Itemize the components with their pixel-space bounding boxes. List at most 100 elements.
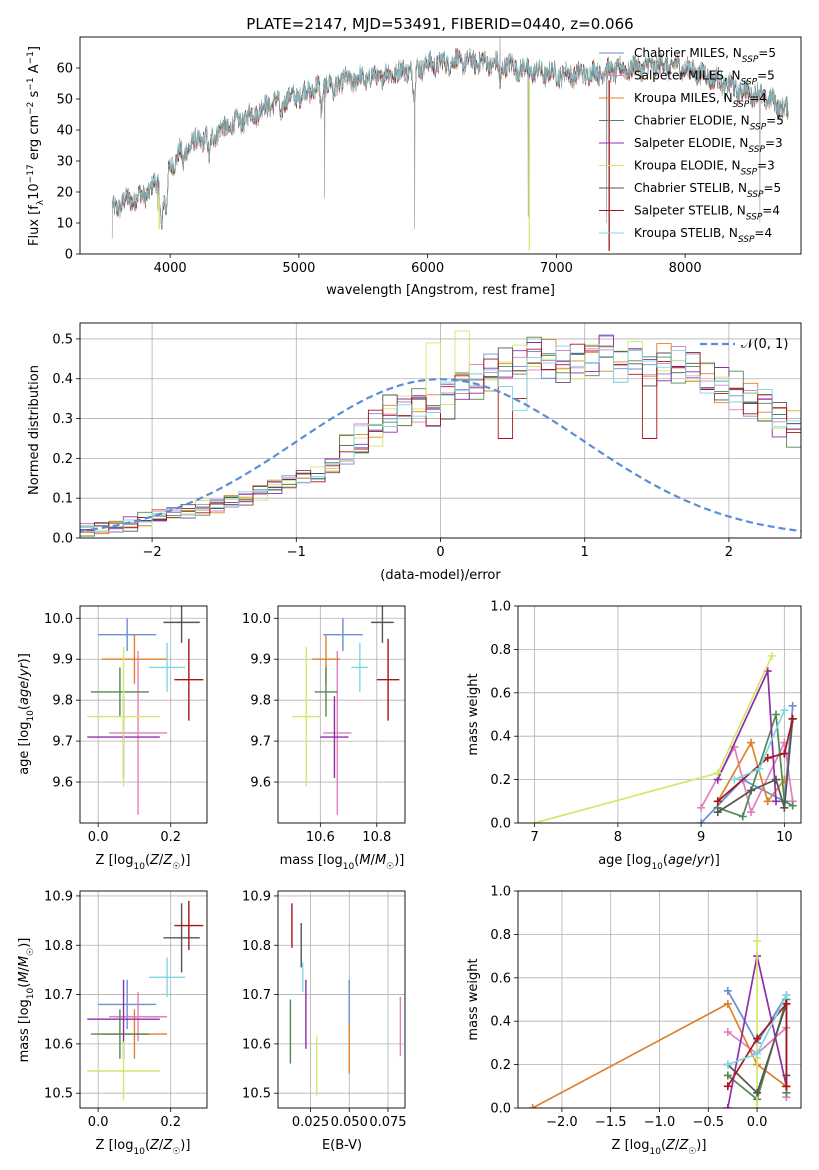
spectrum-ytick-label: 0 (65, 248, 73, 263)
legend-label: Kroupa MILES, NSSP=4 (634, 91, 767, 110)
weight-vs-age-series-marker (772, 710, 781, 719)
weight-vs-age-series-marker (772, 797, 781, 806)
spectrum-xtick-label: 4000 (154, 261, 187, 276)
weight-vs-age-ytick-label: 0.6 (490, 686, 511, 701)
spectrum-xtick-label: 8000 (669, 261, 702, 276)
age-vs-Z-frame (79, 605, 208, 824)
normal-reference-curve (80, 378, 801, 533)
weight-vs-Z-xtick-label: −1.0 (644, 1115, 676, 1130)
weight-vs-age-series-marker (767, 651, 776, 660)
age-vs-Z-ytick-label: 9.9 (52, 653, 73, 668)
weight-vs-age-series-marker (780, 749, 789, 758)
spectrum-model-line (111, 48, 789, 229)
weight-vs-Z-xtick-label: −2.0 (546, 1115, 578, 1130)
weight-vs-age-ytick-label: 0.2 (490, 773, 511, 788)
weight-vs-age-series-line (717, 718, 794, 802)
age-vs-mass-frame (277, 605, 406, 824)
age-vs-mass-ytick-label: 9.8 (250, 694, 271, 709)
legend-label: Salpeter STELIB, NSSP=4 (634, 204, 780, 223)
age-vs-Z-ylabel: age [log10(age/yr)] (17, 653, 36, 775)
weight-vs-Z-series-marker (723, 1104, 732, 1108)
weight-vs-age-series-marker (780, 706, 789, 715)
weight-vs-age-series-marker (738, 812, 747, 821)
age-vs-Z-xlabel: Z [log10(Z/Z☉)] (96, 853, 191, 872)
weight-vs-age-series-marker (730, 775, 739, 784)
weight-vs-age-series-marker (763, 797, 772, 806)
residuals-plot-area (80, 330, 801, 537)
legend-label: Chabrier STELIB, NSSP=5 (634, 181, 781, 200)
age-vs-Z-ytick-label: 9.8 (52, 694, 73, 709)
weight-vs-Z-series-marker (723, 1028, 732, 1037)
mass-vs-ebv-axes: 0.025 0.050 0.075 10.5 10.6 10.7 10.8 10.9 (242, 889, 407, 1130)
residual-legend-label: 𝒩(0, 1) (741, 337, 788, 352)
weight-vs-Z-frame (517, 890, 802, 1109)
residuals-xtick-label: 0 (436, 545, 444, 560)
weight-vs-age-ylabel: mass weight (466, 673, 481, 755)
age-vs-Z-ytick-label: 10.0 (44, 612, 73, 627)
age-vs-Z-xtick-label: 0.2 (160, 830, 181, 845)
mass-vs-ebv-frame (277, 890, 406, 1109)
weight-vs-age-series-marker (747, 738, 756, 747)
weight-vs-age-series-marker (713, 808, 722, 817)
weight-vs-Z-series-marker (753, 1088, 762, 1097)
spectrum-ytick-label: 10 (56, 217, 73, 232)
figure-title: PLATE=2147, MJD=53491, FIBERID=0440, z=0… (246, 15, 633, 33)
spectrum-ytick-label: 40 (56, 124, 73, 139)
mass-vs-ebv-xlabel: E(B-V) (322, 1138, 362, 1153)
age-vs-Z-axes: 0.0 0.2 9.6 9.7 9.8 9.9 10.0 (44, 605, 208, 845)
mass-vs-Z-xtick-label: 0.0 (88, 1115, 109, 1130)
legend-label: Chabrier ELODIE, NSSP=5 (634, 114, 784, 133)
weight-vs-age-ytick-label: 1.0 (490, 600, 511, 615)
legend-label: Kroupa STELIB, NSSP=4 (634, 226, 772, 245)
weight-vs-age-xlabel: age [log10(age/yr)] (598, 853, 720, 872)
weight-vs-age-series-marker (747, 808, 756, 817)
mass-vs-ebv-ytick-label: 10.8 (242, 939, 271, 954)
weight-vs-Z-xtick-label: −0.5 (693, 1115, 725, 1130)
age-vs-mass-ytick-label: 10.0 (242, 612, 271, 627)
age-vs-mass-plot-area (292, 606, 400, 815)
age-vs-mass-ytick-label: 9.9 (250, 653, 271, 668)
weight-vs-Z-series-marker (753, 1104, 762, 1108)
weight-vs-age-series-marker (780, 803, 789, 812)
weight-vs-Z-series-line (727, 1001, 788, 1087)
residuals-frame (79, 322, 802, 539)
weight-vs-age-series-line (700, 705, 794, 823)
weight-vs-Z-ytick-label: 1.0 (490, 885, 511, 900)
weight-vs-age-series-marker (763, 753, 772, 762)
weight-vs-age-series-marker (697, 819, 706, 823)
mass-vs-Z-ytick-label: 10.5 (44, 1087, 73, 1102)
residuals-ytick-label: 0.5 (52, 332, 73, 347)
mass-vs-Z-ylabel: mass [log10(M/M☉)] (17, 938, 36, 1063)
weight-vs-Z-ylabel: mass weight (466, 958, 481, 1040)
weight-vs-Z-series-marker (753, 936, 762, 945)
residuals-xtick-label: 2 (725, 545, 733, 560)
residual-ylabel: Normed distribution (27, 365, 42, 495)
mass-vs-ebv-ytick-label: 10.6 (242, 1037, 271, 1052)
weight-vs-age-xtick-label: 9 (697, 830, 705, 845)
plots-layer: 4000 5000 6000 7000 80000102030405060Chabrie… (17, 36, 802, 1157)
residual-histogram-step (80, 336, 801, 537)
weight-vs-age-series-marker (747, 786, 756, 795)
spectrum-axes: 4000 5000 6000 7000 8000 0 10 20 30 40 50 60 Chabrie… (56, 36, 802, 276)
residual-histogram-step (80, 345, 801, 532)
spectrum-ytick-label: 50 (56, 93, 73, 108)
weight-vs-age-axes: 7 8 9 10 0.0 0.2 0.4 0.6 0.8 1.0 (490, 600, 802, 845)
mass-vs-Z-xtick-label: 0.2 (160, 1115, 181, 1130)
weight-vs-age-series-marker (713, 797, 722, 806)
age-vs-mass-ytick-label: 9.7 (250, 735, 271, 750)
mass-vs-Z-xlabel: Z [log10(Z/Z☉)] (96, 1138, 191, 1157)
spectrum-frame (79, 36, 802, 255)
weight-vs-Z-ytick-label: 0.2 (490, 1058, 511, 1073)
age-vs-Z-plot-area (87, 606, 204, 815)
spectrum-xtick-label: 6000 (411, 261, 444, 276)
age-vs-Z-xtick-label: 0.0 (88, 830, 109, 845)
weight-vs-Z-ytick-label: 0.6 (490, 971, 511, 986)
spectrum-xlabel: wavelength [Angstrom, rest frame] (326, 283, 555, 298)
mass-vs-Z-plot-area (87, 900, 204, 1101)
weight-vs-Z-series-marker (753, 1049, 762, 1058)
age-vs-mass-xtick-label: 10.8 (362, 830, 391, 845)
weight-vs-age-xtick-label: 10 (776, 830, 793, 845)
residual-histogram-step (80, 346, 801, 534)
weight-vs-age-ytick-label: 0.0 (490, 817, 511, 832)
weight-vs-age-ytick-label: 0.4 (490, 730, 511, 745)
